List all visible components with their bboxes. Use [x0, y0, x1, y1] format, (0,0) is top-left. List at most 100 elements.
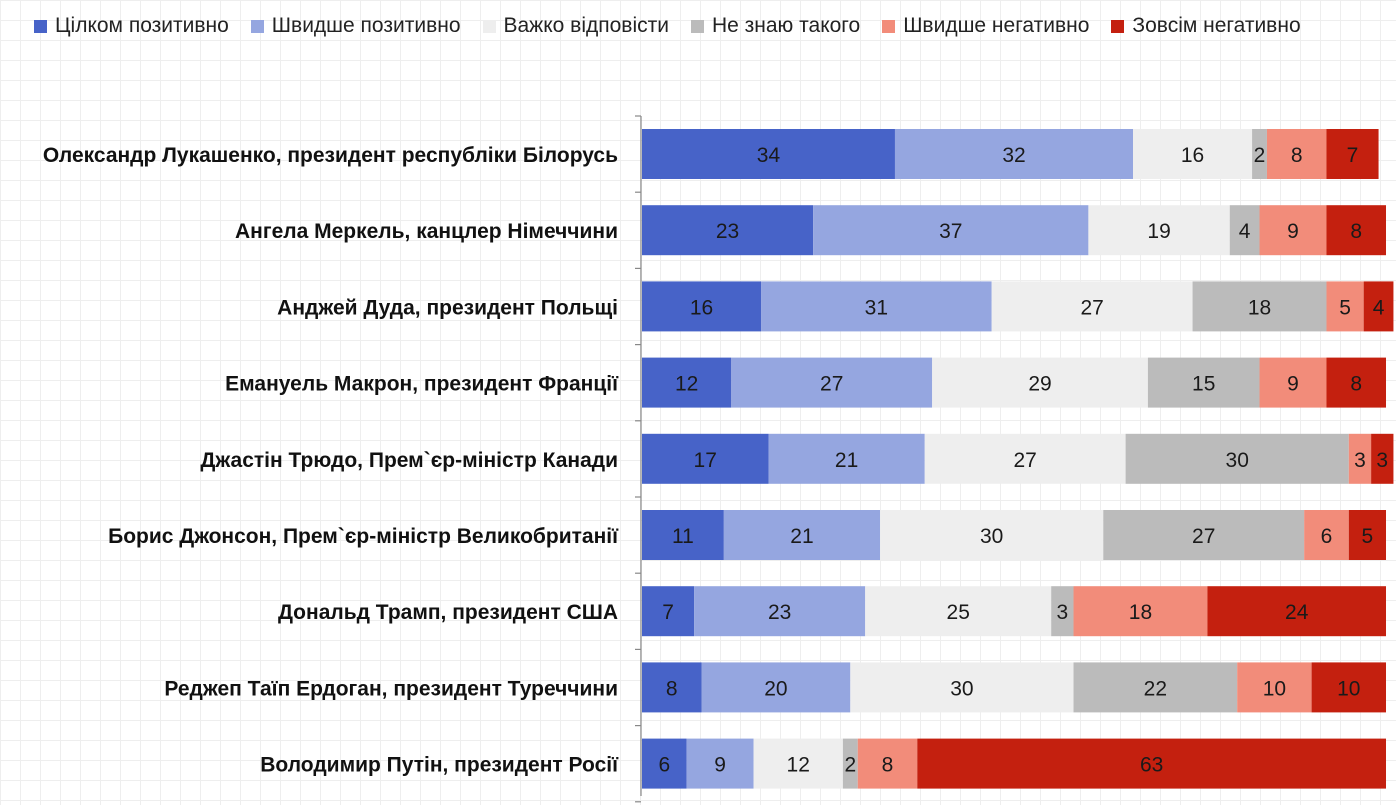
legend-label: Важко відповісти [503, 14, 669, 37]
bar-segment [1348, 433, 1372, 484]
data-label: 10 [1337, 677, 1360, 700]
bar-segment [1088, 205, 1230, 256]
category-label: Джастін Трюдо, Прем`єр-міністр Канади [200, 449, 618, 472]
bar-segment [1363, 281, 1394, 332]
bar-segment [1192, 281, 1327, 332]
data-label: 8 [882, 754, 894, 777]
bar-segment [813, 205, 1089, 256]
legend-swatch [1111, 19, 1125, 33]
data-label: 20 [764, 677, 787, 700]
bar-segment [694, 586, 866, 637]
bar-segment [1103, 510, 1305, 560]
category-label: Володимир Путін, президент Росії [260, 754, 619, 777]
bar-segment [1147, 357, 1260, 408]
bar-segment [642, 433, 769, 484]
bar-segment [1371, 433, 1394, 484]
data-label: 18 [1248, 296, 1271, 319]
category-label: Дональд Трамп, президент США [278, 601, 618, 624]
data-label: 7 [662, 601, 674, 624]
data-label: 4 [1239, 220, 1251, 243]
category-label: Реджеп Таїп Ердоган, президент Туреччини [164, 677, 618, 700]
legend-swatch [34, 19, 47, 33]
data-label: 12 [675, 373, 698, 396]
data-label: 11 [672, 525, 694, 548]
data-label: 15 [1192, 373, 1215, 396]
data-label: 21 [790, 525, 813, 548]
legend-item: Швидше негативно [882, 14, 1089, 38]
bar-segment [768, 433, 925, 484]
legend-swatch [482, 19, 496, 33]
category-label: Ангела Меркель, канцлер Німеччини [235, 220, 618, 243]
bar-segment [1326, 357, 1386, 408]
data-label: 29 [1028, 373, 1051, 396]
bar-segment [1073, 662, 1238, 713]
data-label: 24 [1285, 601, 1309, 624]
data-label: 30 [950, 677, 973, 700]
legend-swatch [690, 19, 704, 33]
bar-segment [1259, 357, 1327, 408]
bar-segment [857, 738, 918, 789]
data-label: 7 [1347, 144, 1359, 167]
bar-segment [642, 510, 724, 560]
bar-segment [1326, 281, 1364, 332]
data-label: 22 [1144, 677, 1167, 700]
bar-segment [642, 129, 895, 179]
bar-segment [1259, 205, 1327, 256]
data-label: 12 [787, 754, 810, 777]
legend-label: Не знаю такого [711, 14, 861, 37]
bar-segment [642, 205, 814, 256]
bar-segment [850, 662, 1074, 713]
data-label: 4 [1373, 296, 1385, 319]
category-label: Борис Джонсон, Прем`єр-міністр Великобри… [108, 525, 619, 548]
data-label: 23 [716, 220, 739, 243]
data-label: 9 [714, 754, 726, 777]
bar-segment [642, 662, 702, 713]
data-label: 27 [820, 373, 843, 396]
data-label: 19 [1147, 220, 1170, 243]
data-label: 37 [939, 220, 962, 243]
data-label: 8 [1350, 220, 1362, 243]
bar-segment [880, 510, 1104, 560]
legend-item: Швидше позитивно [250, 14, 461, 38]
bar-segment [1348, 510, 1386, 560]
data-label: 5 [1362, 525, 1374, 548]
bar-segment [842, 738, 858, 789]
data-label: 3 [1057, 601, 1069, 624]
bar-segment [642, 586, 695, 637]
bar-segment [1326, 205, 1386, 256]
data-label: 9 [1287, 220, 1299, 243]
bar-segment [1073, 586, 1208, 637]
bar-segment [924, 433, 1126, 484]
bar-segment [642, 357, 732, 408]
legend-item: Важко відповісти [482, 14, 669, 38]
data-label: 6 [658, 754, 670, 777]
bar-segment [991, 281, 1193, 332]
bar-segment [1125, 433, 1349, 484]
bar-segment [686, 738, 754, 789]
data-label: 21 [835, 449, 858, 472]
bar-segment [753, 738, 843, 789]
data-label: 32 [1002, 144, 1025, 167]
bar-segment [932, 357, 1148, 408]
legend-item: Цілком позитивно [34, 14, 229, 38]
data-label: 23 [768, 601, 791, 624]
bar-segment [723, 510, 881, 560]
bar-segment [642, 281, 762, 332]
category-label: Олександр Лукашенко, президент республік… [43, 144, 618, 167]
data-label: 2 [1254, 144, 1266, 167]
data-label: 27 [1013, 449, 1036, 472]
data-label: 5 [1339, 296, 1351, 319]
data-label: 8 [1291, 144, 1303, 167]
bar-segment [917, 738, 1386, 789]
bar-segment [1326, 129, 1379, 179]
data-label: 63 [1140, 754, 1163, 777]
data-label: 16 [1181, 144, 1204, 167]
category-label: Емануель Макрон, президент Франції [225, 373, 619, 396]
bar-segment [1229, 205, 1260, 256]
bar-segment [701, 662, 851, 713]
data-label: 6 [1321, 525, 1333, 548]
bar-segment [1051, 586, 1074, 637]
chart-legend: Цілком позитивно Швидше позитивно Важко ві… [34, 14, 1301, 38]
data-label: 17 [694, 449, 717, 472]
